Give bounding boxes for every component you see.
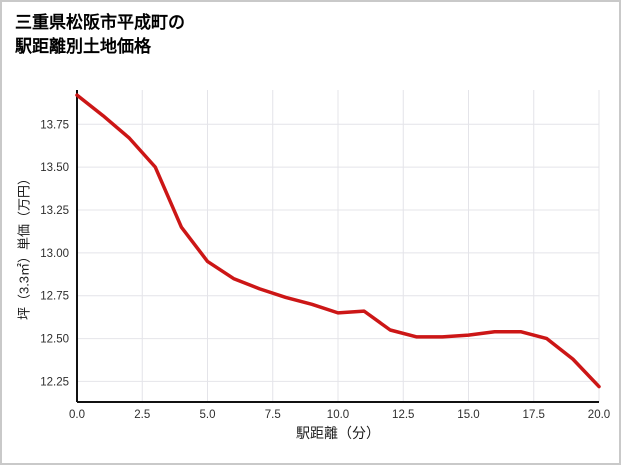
x-tick-label: 20.0 bbox=[588, 409, 610, 421]
x-tick-label: 15.0 bbox=[457, 409, 479, 421]
y-tick-label: 13.25 bbox=[40, 205, 69, 217]
x-tick-label: 10.0 bbox=[327, 409, 349, 421]
chart-title-line1: 三重県松阪市平成町の bbox=[15, 13, 185, 32]
y-tick-label: 12.25 bbox=[40, 376, 69, 388]
chart-title-line2: 駅距離別土地価格 bbox=[15, 36, 151, 56]
chart-title: 三重県松阪市平成町の 駅距離別土地価格 bbox=[15, 11, 185, 59]
chart-canvas: 0.0 2.5 5.0 7.5 10.0 12.5 15.0 17.5 20.0 12.25 12.… bbox=[40, 90, 610, 421]
y-tick-label: 13.50 bbox=[40, 162, 69, 174]
x-tick-label: 17.5 bbox=[523, 409, 545, 421]
y-tick-label: 12.50 bbox=[40, 334, 69, 346]
y-tick-label: 13.00 bbox=[40, 248, 69, 260]
y-tick-label: 13.75 bbox=[40, 119, 69, 131]
y-tick-label: 12.75 bbox=[40, 291, 69, 303]
x-tick-label: 5.0 bbox=[200, 409, 216, 421]
x-axis-label: 駅距離（分） bbox=[296, 425, 380, 441]
y-axis-label: 坪（3.3㎡）単価（万円） bbox=[16, 171, 32, 321]
x-tick-label: 7.5 bbox=[265, 409, 281, 421]
x-tick-label: 0.0 bbox=[69, 409, 85, 421]
x-tick-label: 2.5 bbox=[134, 409, 150, 421]
price-line-series bbox=[75, 93, 601, 389]
x-tick-label: 12.5 bbox=[392, 409, 414, 421]
